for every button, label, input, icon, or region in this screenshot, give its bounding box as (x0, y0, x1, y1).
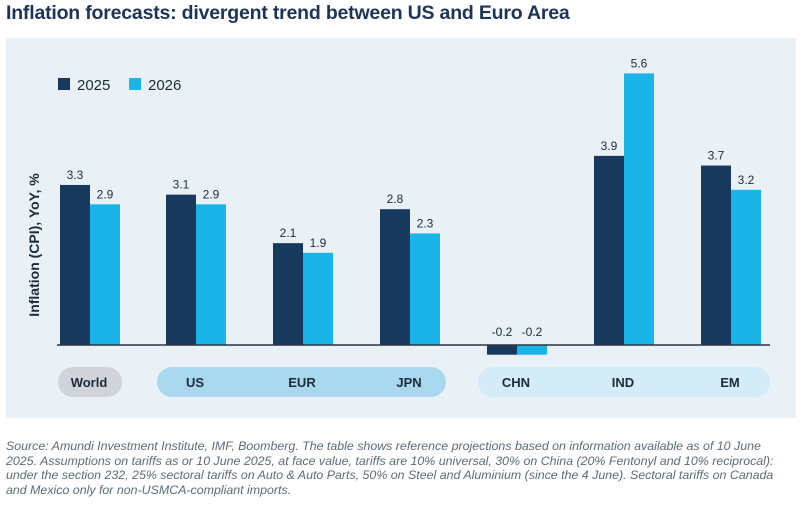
category-group-pill-2 (157, 367, 446, 397)
data-label-world-2025: 3.3 (67, 168, 84, 182)
data-label-eur-2026: 1.9 (310, 236, 327, 250)
bar-eur-2025 (273, 243, 303, 345)
bar-chart: 2025 2026 Inflation (CPI), YoY, % 3.3 2.9 3.1… (26, 56, 770, 397)
data-label-ind-2026: 5.6 (631, 56, 648, 70)
x-tick-label-jpn: JPN (396, 375, 421, 390)
bar-world-2026 (90, 204, 120, 345)
bar-world-2025 (60, 184, 90, 345)
data-label-us-2026: 2.9 (203, 187, 220, 201)
source-note: Source: Amundi Investment Institute, IMF… (6, 439, 774, 497)
legend-swatch-2025 (58, 78, 70, 90)
data-label-ind-2025: 3.9 (601, 139, 618, 153)
legend-label-2026: 2026 (148, 77, 181, 94)
x-tick-label-us: US (186, 375, 204, 390)
data-label-em-2025: 3.7 (708, 149, 725, 163)
legend-swatch-2026 (129, 78, 141, 90)
bar-eur-2026 (303, 252, 333, 345)
bar-em-2026 (731, 189, 761, 345)
bar-jpn-2025 (380, 209, 410, 345)
category-group-pill-3 (478, 367, 770, 397)
data-label-world-2026: 2.9 (97, 187, 114, 201)
x-tick-label-ind: IND (612, 375, 634, 390)
bar-chn-2026 (517, 345, 547, 355)
bar-em-2025 (701, 165, 731, 345)
data-label-us-2025: 3.1 (173, 178, 190, 192)
y-axis-label: Inflation (CPI), YoY, % (26, 173, 42, 317)
x-tick-label-em: EM (720, 375, 740, 390)
x-tick-label-chn: CHN (502, 375, 530, 390)
bar-jpn-2026 (410, 233, 440, 345)
data-label-chn-2025: -0.2 (492, 325, 513, 339)
data-label-jpn-2026: 2.3 (417, 216, 434, 230)
bar-ind-2025 (594, 155, 624, 345)
page-title: Inflation forecasts: divergent trend bet… (6, 2, 570, 24)
data-label-eur-2025: 2.1 (280, 226, 297, 240)
legend-label-2025: 2025 (77, 77, 110, 94)
category-group-pill-1 (58, 367, 122, 397)
bar-us-2025 (166, 194, 196, 345)
data-label-em-2026: 3.2 (738, 173, 755, 187)
x-tick-label-world: World (71, 375, 108, 390)
bar-ind-2026 (624, 73, 654, 346)
data-label-chn-2026: -0.2 (522, 325, 543, 339)
data-label-jpn-2025: 2.8 (387, 192, 404, 206)
bar-us-2026 (196, 204, 226, 345)
x-tick-label-eur: EUR (288, 375, 316, 390)
bar-chn-2025 (487, 345, 517, 355)
